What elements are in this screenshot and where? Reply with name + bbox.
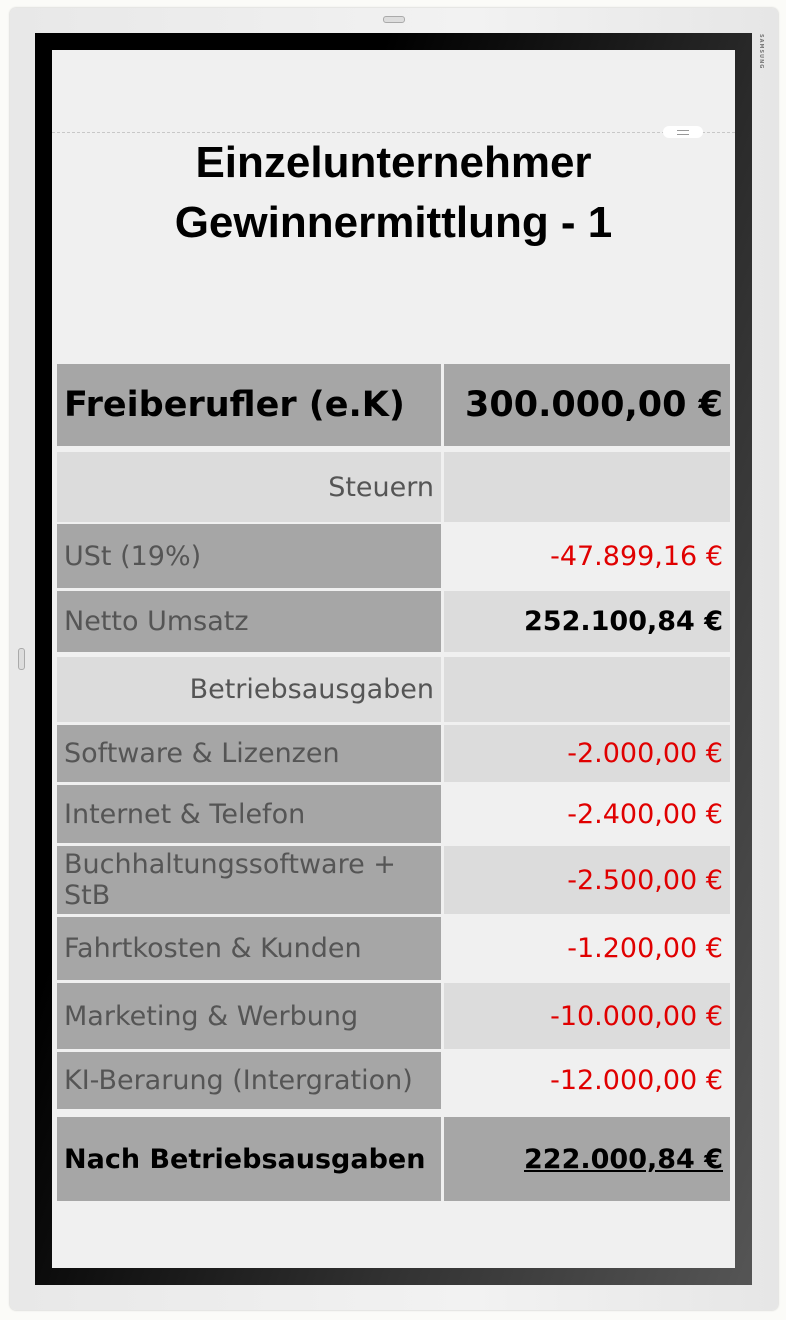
section-row-taxes: Steuern xyxy=(57,452,730,522)
table-row: Marketing & Werbung -10.000,00 € xyxy=(57,983,730,1049)
row-label: Internet & Telefon xyxy=(57,785,441,843)
row-label: Buchhaltungssoftware + StB xyxy=(57,846,441,914)
table-row: Fahrtkosten & Kunden -1.200,00 € xyxy=(57,917,730,980)
row-value: -2.000,00 € xyxy=(444,725,730,782)
section-label: Steuern xyxy=(57,452,441,522)
header-value: 300.000,00 € xyxy=(444,364,730,446)
row-label: Netto Umsatz xyxy=(57,591,441,652)
table-row: USt (19%) -47.899,16 € xyxy=(57,524,730,588)
row-value: -47.899,16 € xyxy=(444,524,730,588)
table-row: Netto Umsatz 252.100,84 € xyxy=(57,591,730,652)
section-empty-cell xyxy=(444,452,730,522)
row-value: 252.100,84 € xyxy=(444,591,730,652)
row-value: -2.500,00 € xyxy=(444,846,730,914)
screen: Einzelunternehmer Gewinnermittlung - 1 F… xyxy=(52,50,735,1268)
table-row: Buchhaltungssoftware + StB -2.500,00 € xyxy=(57,846,730,914)
table-row: Internet & Telefon -2.400,00 € xyxy=(57,785,730,843)
brand-logo: SAMSUNG xyxy=(758,34,764,70)
drag-handle[interactable] xyxy=(663,126,703,138)
total-label: Nach Betriebsausgaben xyxy=(57,1117,441,1201)
section-empty-cell xyxy=(444,657,730,722)
total-value: 222.000,84 € xyxy=(444,1117,730,1201)
page-title-line1: Einzelunternehmer xyxy=(195,138,592,187)
row-label: Fahrtkosten & Kunden xyxy=(57,917,441,980)
side-button xyxy=(18,648,25,670)
page-divider xyxy=(52,132,735,133)
section-label: Betriebsausgaben xyxy=(57,657,441,722)
camera xyxy=(383,16,405,23)
table-row: KI-Berarung (Intergration) -12.000,00 € xyxy=(57,1052,730,1109)
row-label: Software & Lizenzen xyxy=(57,725,441,782)
table-header-row: Freiberufler (e.K) 300.000,00 € xyxy=(57,364,730,446)
row-value: -2.400,00 € xyxy=(444,785,730,843)
row-label: USt (19%) xyxy=(57,524,441,588)
row-value: -12.000,00 € xyxy=(444,1052,730,1109)
header-label: Freiberufler (e.K) xyxy=(57,364,441,446)
page-title-line2: Gewinnermittlung - 1 xyxy=(174,198,613,247)
table-row: Software & Lizenzen -2.000,00 € xyxy=(57,725,730,782)
table-total-row: Nach Betriebsausgaben 222.000,84 € xyxy=(57,1117,730,1201)
section-row-expenses: Betriebsausgaben xyxy=(57,657,730,722)
row-value: -1.200,00 € xyxy=(444,917,730,980)
row-label: KI-Berarung (Intergration) xyxy=(57,1052,441,1109)
row-value: -10.000,00 € xyxy=(444,983,730,1049)
row-label: Marketing & Werbung xyxy=(57,983,441,1049)
